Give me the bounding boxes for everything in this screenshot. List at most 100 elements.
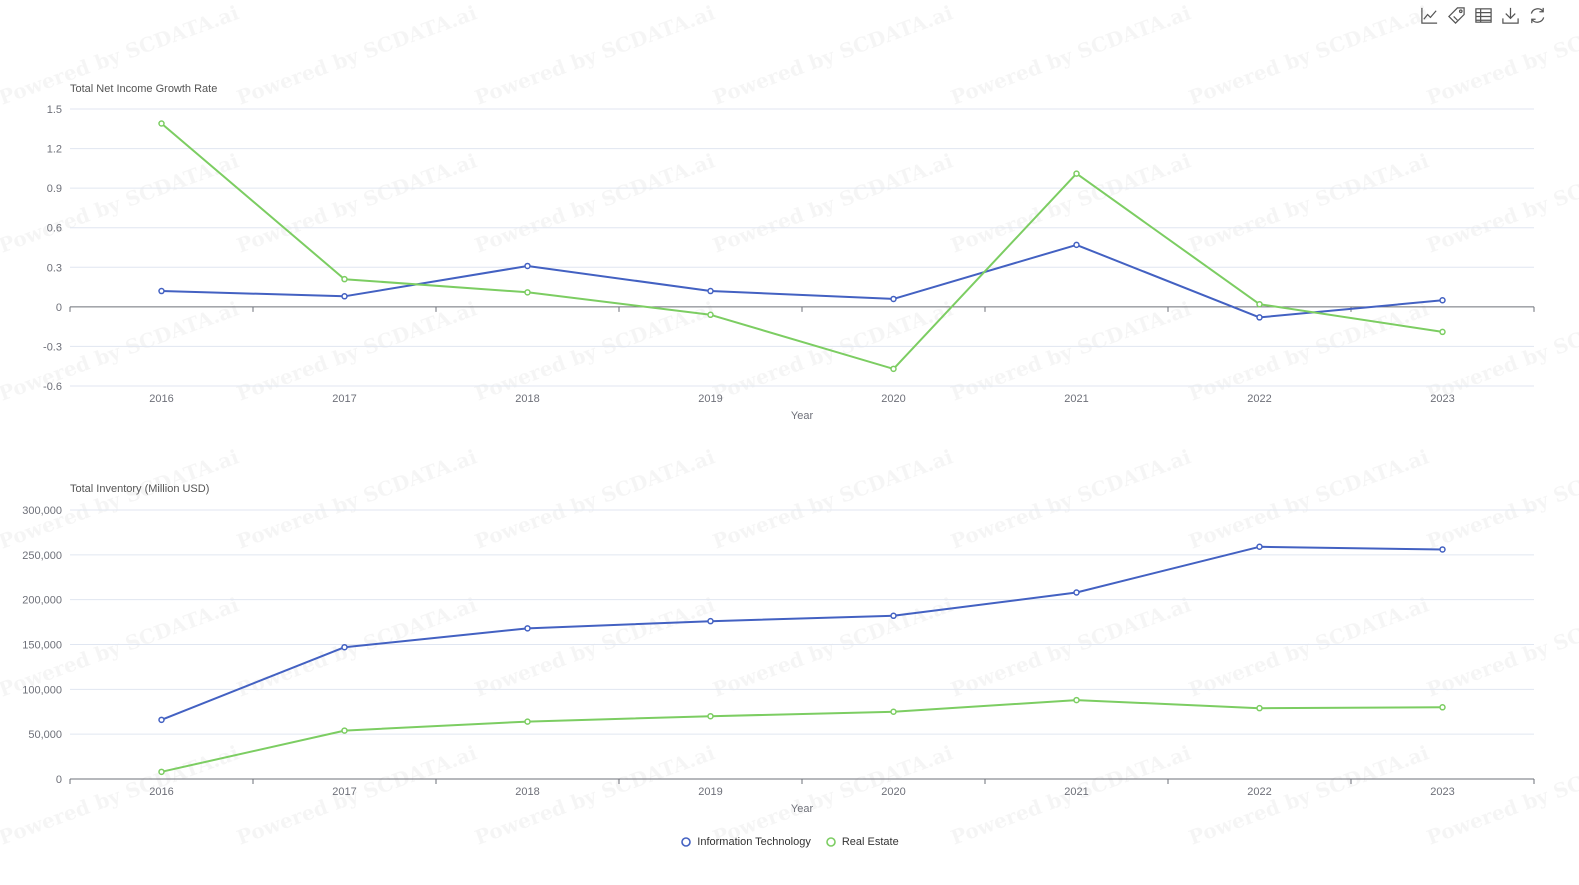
watermark-text: Powered by SCDATA.ai [0, 148, 242, 257]
watermark-text: Powered by SCDATA.ai [472, 148, 719, 257]
data-point-real-estate [1439, 704, 1446, 711]
watermark-text: Powered by SCDATA.ai [234, 740, 481, 849]
watermark-text: Powered by SCDATA.ai [1186, 0, 1433, 109]
watermark-text: Powered by SCDATA.ai [0, 444, 242, 553]
series-line-real-estate [161, 699, 1443, 773]
data-point-information-technology [341, 643, 348, 651]
x-tick-label: 2018 [515, 786, 539, 798]
data-point-real-estate [890, 365, 897, 373]
data-point-real-estate [158, 120, 165, 127]
y-tick-label: 300,000 [22, 505, 62, 517]
watermark-text: Powered by SCDATA.ai [948, 444, 1195, 553]
y-tick-label: -0.3 [43, 341, 62, 353]
watermark-text: Powered by SCDATA.ai [1186, 444, 1433, 553]
data-point-information-technology [1073, 589, 1080, 596]
watermark-text: Powered by SCDATA.ai [948, 296, 1195, 405]
y-tick-label: 1.2 [47, 144, 62, 156]
y-tick-label: 0 [56, 302, 62, 314]
x-tick-label: 2023 [1430, 393, 1454, 405]
watermark-text: Powered by SCDATA.ai [234, 0, 481, 109]
watermark-text: Powered by SCDATA.ai [1424, 592, 1579, 701]
y-tick-label: 0.9 [47, 183, 62, 195]
legend: Information Technology Real Estate [0, 836, 1579, 848]
data-point-real-estate [158, 768, 165, 776]
data-point-information-technology [1073, 241, 1080, 249]
watermark-text: Powered by SCDATA.ai [234, 148, 481, 257]
watermark-text: Powered by SCDATA.ai [710, 148, 957, 257]
y-tick-label: -0.6 [43, 381, 62, 393]
y-tick-label: 150,000 [22, 640, 62, 652]
data-point-information-technology [1256, 543, 1263, 551]
series-line-real-estate [160, 122, 1443, 370]
x-tick-label: 2021 [1064, 393, 1088, 405]
watermark-text: Powered by SCDATA.ai [472, 444, 719, 553]
data-point-real-estate [1256, 704, 1263, 712]
watermark-text: Powered by SCDATA.ai [1186, 592, 1433, 701]
x-tick-label: 2022 [1247, 393, 1271, 405]
legend-item-information-technology[interactable]: Information Technology [680, 836, 811, 848]
x-tick-label: 2018 [515, 393, 539, 405]
watermark-text: Powered by SCDATA.ai [1424, 444, 1579, 553]
data-point-real-estate [524, 289, 531, 296]
data-point-information-technology [158, 287, 165, 295]
watermark-text: Powered by SCDATA.ai [1424, 148, 1579, 257]
legend-label: Information Technology [697, 836, 811, 848]
legend-marker-icon [826, 837, 836, 847]
data-point-information-technology [341, 293, 348, 300]
data-point-information-technology [707, 617, 714, 625]
data-point-real-estate [341, 275, 348, 283]
data-point-real-estate [341, 727, 348, 734]
data-point-information-technology [707, 287, 714, 295]
data-point-real-estate [707, 712, 714, 720]
data-point-real-estate [890, 708, 897, 715]
data-point-information-technology [890, 295, 897, 303]
data-point-information-technology [158, 716, 165, 724]
legend-item-real-estate[interactable]: Real Estate [825, 836, 899, 848]
data-point-real-estate [1256, 300, 1263, 308]
chart-title: Total Net Income Growth Rate [70, 83, 217, 95]
watermark-text: Powered by SCDATA.ai [1424, 0, 1579, 109]
watermark-text: Powered by SCDATA.ai [472, 296, 719, 405]
data-point-information-technology [1439, 546, 1446, 553]
x-tick-label: 2017 [332, 393, 356, 405]
x-tick-label: 2017 [332, 786, 356, 798]
watermark-text: Powered by SCDATA.ai [0, 296, 242, 405]
tag-icon[interactable] [1447, 6, 1466, 25]
download-icon[interactable] [1501, 6, 1520, 25]
data-point-real-estate [1073, 696, 1080, 704]
line-chart-icon[interactable] [1420, 6, 1439, 25]
series-line-information-technology [161, 243, 1443, 319]
data-point-information-technology [524, 625, 531, 632]
watermark-text: Powered by SCDATA.ai [472, 592, 719, 701]
y-tick-label: 100,000 [22, 684, 62, 696]
data-point-information-technology [1256, 314, 1263, 321]
refresh-icon[interactable] [1528, 6, 1547, 25]
y-tick-label: 0.3 [47, 262, 62, 274]
x-tick-label: 2022 [1247, 786, 1271, 798]
watermark-text: Powered by SCDATA.ai [948, 592, 1195, 701]
watermark-text: Powered by SCDATA.ai [234, 444, 481, 553]
watermark-text: Powered by SCDATA.ai [1186, 740, 1433, 849]
watermark-text: Powered by SCDATA.ai [472, 0, 719, 109]
data-point-real-estate [1439, 328, 1446, 336]
watermark-text: Powered by SCDATA.ai [948, 0, 1195, 109]
data-table-icon[interactable] [1474, 6, 1493, 25]
watermark-text: Powered by SCDATA.ai [948, 148, 1195, 257]
y-tick-label: 0 [56, 774, 62, 786]
y-tick-label: 250,000 [22, 550, 62, 562]
x-tick-label: 2020 [881, 786, 905, 798]
watermark-text: Powered by SCDATA.ai [1186, 148, 1433, 257]
watermark-text: Powered by SCDATA.ai [710, 0, 957, 109]
data-point-real-estate [524, 718, 531, 725]
legend-label: Real Estate [841, 836, 899, 848]
legend-marker-icon [681, 837, 692, 847]
data-point-information-technology [524, 262, 531, 270]
y-tick-label: 50,000 [28, 729, 62, 741]
x-axis-label: Year [791, 410, 814, 422]
x-tick-label: 2020 [881, 393, 905, 405]
watermark-text: Powered by SCDATA.ai [1424, 296, 1579, 405]
x-tick-label: 2019 [698, 786, 722, 798]
watermark-text: Powered by SCDATA.ai [234, 296, 481, 405]
x-axis-label: Year [791, 803, 814, 815]
